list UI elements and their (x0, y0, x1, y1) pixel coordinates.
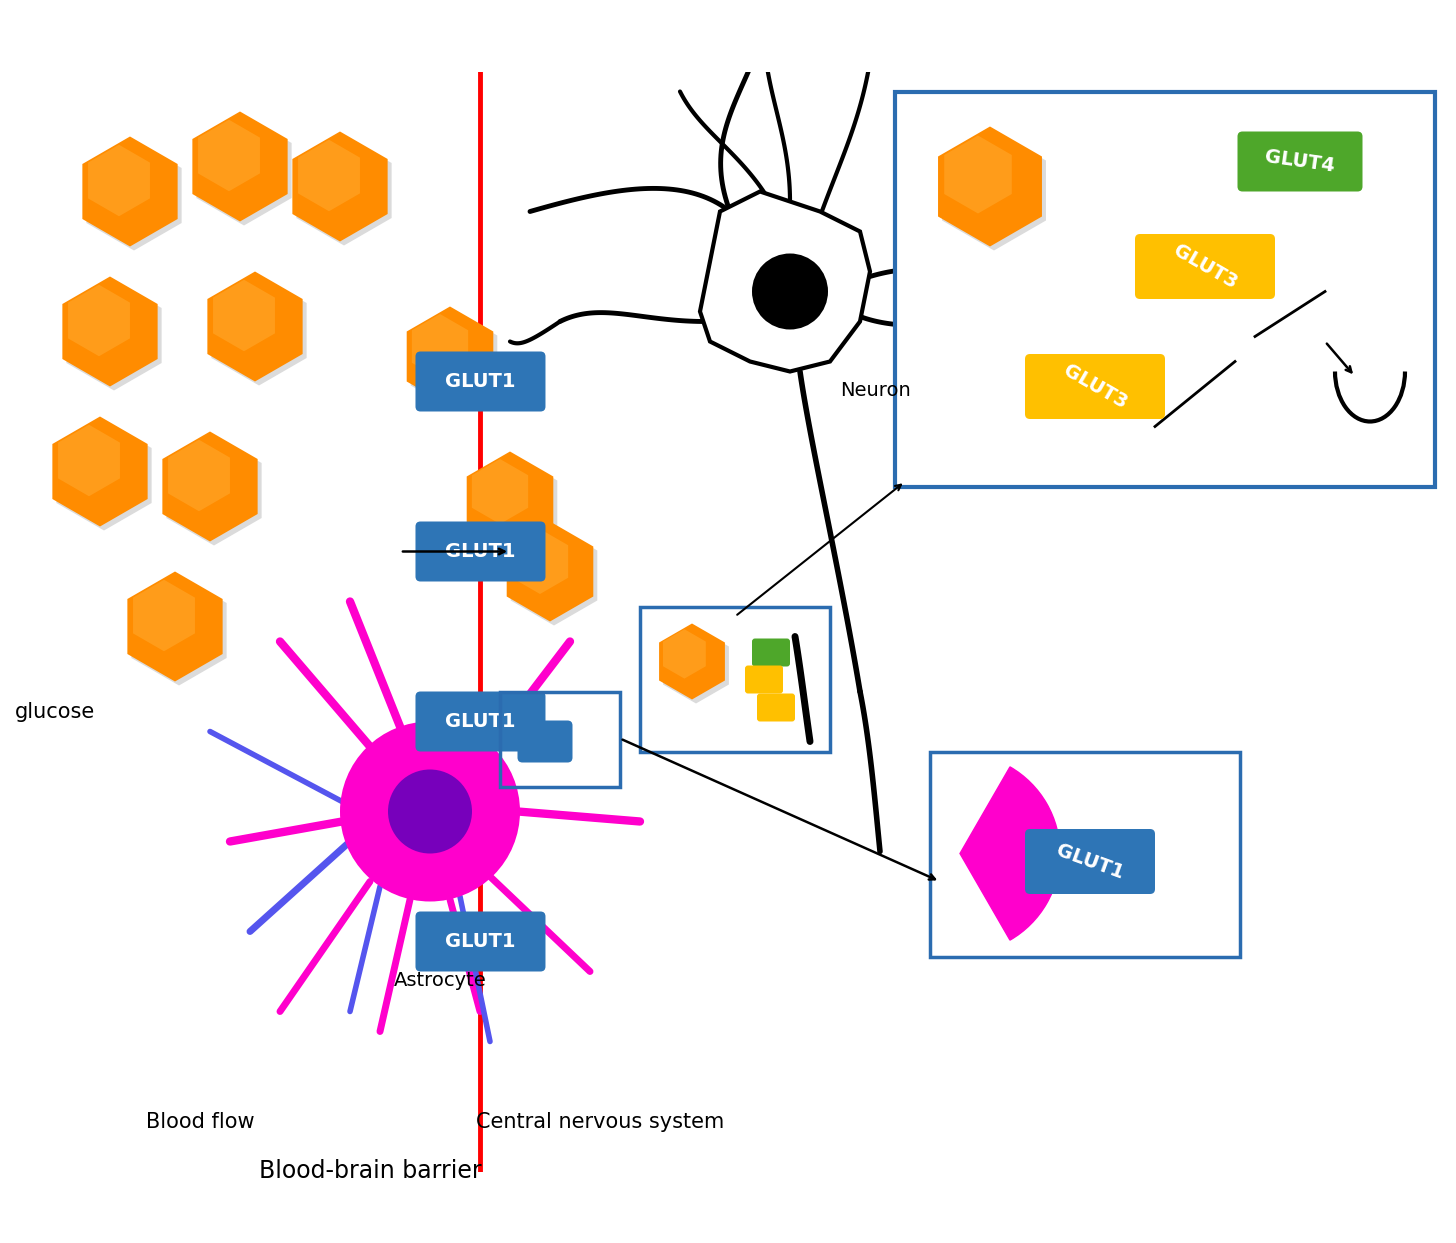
FancyBboxPatch shape (415, 911, 546, 972)
FancyBboxPatch shape (415, 691, 546, 752)
Circle shape (387, 769, 472, 854)
Polygon shape (472, 459, 529, 525)
Text: GLUT3: GLUT3 (1169, 241, 1241, 292)
FancyBboxPatch shape (895, 92, 1436, 486)
Polygon shape (938, 127, 1042, 246)
Polygon shape (86, 140, 182, 251)
FancyBboxPatch shape (757, 694, 795, 721)
FancyBboxPatch shape (1136, 234, 1275, 300)
Polygon shape (406, 307, 494, 406)
Text: Central nervous system: Central nervous system (476, 1111, 724, 1131)
Polygon shape (297, 135, 392, 246)
Wedge shape (960, 767, 1060, 940)
Polygon shape (511, 526, 597, 625)
Text: GLUT1: GLUT1 (446, 372, 515, 392)
Text: GLUT3: GLUT3 (1060, 360, 1130, 413)
Polygon shape (166, 435, 262, 546)
Polygon shape (63, 276, 157, 387)
Polygon shape (83, 137, 178, 246)
Circle shape (751, 254, 828, 329)
Polygon shape (662, 628, 729, 704)
Text: GLUT1: GLUT1 (446, 712, 515, 731)
Polygon shape (660, 624, 725, 700)
FancyBboxPatch shape (415, 522, 546, 582)
Text: GLUT1: GLUT1 (446, 542, 515, 561)
Text: GLUT1: GLUT1 (446, 932, 515, 951)
Polygon shape (211, 276, 307, 385)
Polygon shape (87, 144, 150, 216)
Circle shape (341, 721, 520, 901)
Polygon shape (470, 455, 558, 556)
Polygon shape (198, 119, 261, 191)
FancyBboxPatch shape (415, 352, 546, 411)
Polygon shape (213, 280, 275, 352)
Text: glucose: glucose (15, 701, 95, 721)
FancyBboxPatch shape (641, 607, 830, 752)
FancyBboxPatch shape (745, 665, 783, 694)
Polygon shape (163, 431, 258, 542)
Polygon shape (507, 522, 593, 622)
Polygon shape (131, 576, 227, 685)
Polygon shape (513, 530, 568, 594)
FancyBboxPatch shape (517, 721, 572, 762)
Polygon shape (192, 112, 288, 221)
Polygon shape (293, 132, 387, 241)
Polygon shape (411, 311, 498, 410)
Text: Astrocyte: Astrocyte (393, 972, 486, 991)
Polygon shape (58, 425, 119, 496)
FancyBboxPatch shape (1025, 829, 1155, 894)
FancyBboxPatch shape (930, 752, 1241, 957)
Polygon shape (412, 314, 469, 379)
Polygon shape (57, 420, 151, 531)
Polygon shape (127, 572, 223, 681)
FancyBboxPatch shape (1025, 354, 1165, 419)
Polygon shape (700, 191, 871, 372)
FancyBboxPatch shape (1238, 132, 1363, 191)
Polygon shape (467, 451, 553, 552)
Polygon shape (662, 629, 706, 679)
Polygon shape (945, 135, 1012, 214)
Text: GLUT1: GLUT1 (1054, 840, 1127, 883)
Polygon shape (52, 416, 147, 527)
Polygon shape (298, 139, 360, 211)
Polygon shape (132, 579, 195, 651)
Text: Blood-brain barrier: Blood-brain barrier (259, 1160, 482, 1183)
Polygon shape (197, 116, 291, 225)
Polygon shape (68, 285, 130, 357)
Polygon shape (67, 281, 162, 390)
Polygon shape (207, 271, 303, 382)
Polygon shape (942, 131, 1045, 251)
FancyBboxPatch shape (751, 639, 791, 666)
Text: Neuron: Neuron (840, 382, 911, 400)
Text: Blood flow: Blood flow (146, 1111, 255, 1131)
Polygon shape (167, 440, 230, 511)
Text: GLUT4: GLUT4 (1264, 147, 1337, 175)
